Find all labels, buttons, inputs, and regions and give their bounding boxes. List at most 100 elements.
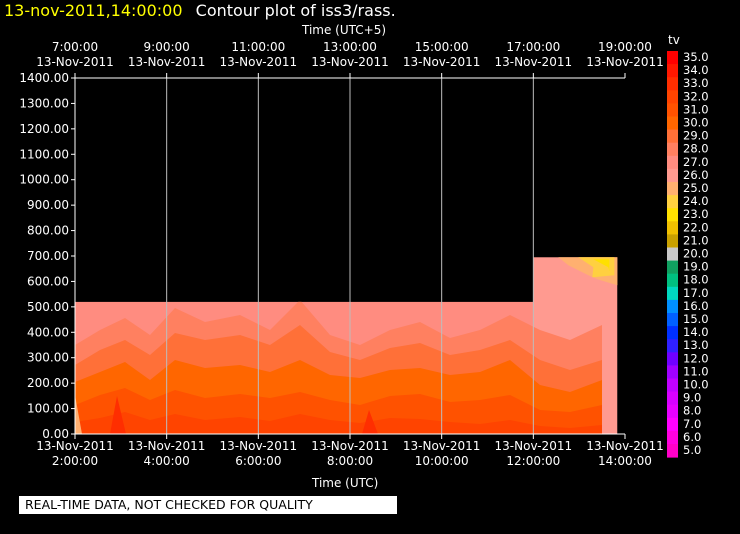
x-tick-time: 14:00:00	[598, 454, 652, 468]
colorbar-swatch	[667, 221, 678, 235]
top-tick-time: 15:00:00	[415, 40, 469, 54]
chart-title: Contour plot of iss3/rass.	[195, 1, 396, 20]
y-tick-label: 200.00	[27, 376, 69, 390]
x-tick-date: 13-Nov-2011	[403, 439, 481, 453]
colorbar-level: 14.0	[683, 325, 709, 339]
y-tick-label: 1100.00	[19, 147, 69, 161]
colorbar-level: 32.0	[683, 89, 709, 103]
y-tick-label: 100.00	[27, 402, 69, 416]
x-tick-date: 13-Nov-2011	[220, 439, 298, 453]
top-tick-date: 13-Nov-2011	[128, 55, 206, 69]
top-tick-time: 11:00:00	[231, 40, 285, 54]
y-tick-label: 400.00	[27, 325, 69, 339]
colorbar-level: 21.0	[683, 233, 709, 247]
plot-area	[75, 78, 625, 434]
colorbar-level: 30.0	[683, 116, 709, 130]
colorbar-swatch	[667, 286, 678, 301]
colorbar-level: 13.0	[683, 338, 709, 352]
y-tick-label: 1300.00	[19, 96, 69, 110]
colorbar-swatch	[667, 417, 678, 432]
y-tick-label: 0.00	[42, 427, 69, 441]
colorbar-level: 11.0	[683, 364, 709, 378]
colorbar-level: 10.0	[683, 378, 709, 392]
y-tick-label: 1000.00	[19, 173, 69, 187]
top-tick-date: 13-Nov-2011	[403, 55, 481, 69]
colorbar-level: 7.0	[683, 417, 701, 431]
colorbar-level: 16.0	[683, 299, 709, 313]
colorbar-level: 23.0	[683, 207, 709, 221]
x-tick-date: 13-Nov-2011	[311, 439, 389, 453]
colorbar-swatch	[667, 365, 678, 379]
colorbar-swatch	[667, 129, 678, 144]
colorbar: tv35.034.033.032.031.030.029.028.027.026…	[667, 33, 709, 458]
grid-lines	[166, 78, 534, 434]
colorbar-level: 15.0	[683, 312, 709, 326]
y-tick-label: 900.00	[27, 198, 69, 212]
colorbar-swatch	[667, 182, 678, 196]
colorbar-swatch	[667, 195, 678, 209]
colorbar-swatch	[667, 90, 678, 104]
colorbar-swatch	[667, 155, 678, 170]
top-axis-label: Time (UTC+5)	[302, 23, 387, 37]
y-tick-label: 700.00	[27, 249, 69, 263]
x-tick-date: 13-Nov-2011	[495, 439, 573, 453]
chart-title-bar: 13-nov-2011,14:00:00 Contour plot of iss…	[4, 1, 396, 20]
colorbar-swatch	[667, 391, 678, 406]
no-data-region-top	[75, 78, 534, 302]
y-tick-label: 1200.00	[19, 122, 69, 136]
colorbar-swatch	[667, 234, 678, 248]
x-tick-time: 6:00:00	[235, 454, 281, 468]
colorbar-swatch	[667, 168, 678, 183]
y-tick-label: 600.00	[27, 274, 69, 288]
x-axis-label: Time (UTC)	[312, 476, 379, 490]
colorbar-swatch	[667, 404, 678, 419]
colorbar-swatch	[667, 208, 678, 222]
contour-spike	[362, 410, 378, 434]
colorbar-label: tv	[668, 33, 680, 47]
colorbar-level: 24.0	[683, 194, 709, 208]
colorbar-level: 26.0	[683, 168, 709, 182]
colorbar-level: 33.0	[683, 76, 709, 90]
quality-banner: REAL-TIME DATA, NOT CHECKED FOR QUALITY	[19, 496, 397, 514]
x-tick-date: 13-Nov-2011	[128, 439, 206, 453]
colorbar-swatch	[667, 313, 678, 327]
axes: 0.00 100.00 200.00 300.00 400.00 500.00 600.00…	[19, 40, 663, 468]
colorbar-swatch	[667, 430, 678, 445]
colorbar-swatch	[667, 116, 678, 131]
x-tick-time: 10:00:00	[415, 454, 469, 468]
colorbar-level: 35.0	[683, 50, 709, 64]
colorbar-swatch	[667, 260, 678, 275]
x-tick-time: 4:00:00	[144, 454, 190, 468]
contour-spike	[110, 396, 126, 434]
contour-band-4	[75, 412, 602, 434]
colorbar-level: 12.0	[683, 351, 709, 365]
x-tick-date: 13-Nov-2011	[586, 439, 664, 453]
colorbar-level: 25.0	[683, 181, 709, 195]
colorbar-swatch	[667, 142, 678, 157]
top-tick-date: 13-Nov-2011	[36, 55, 114, 69]
contour-peak-patch	[593, 259, 610, 272]
x-tick-date: 13-Nov-2011	[36, 439, 114, 453]
colorbar-swatch	[667, 326, 678, 340]
contour-edge	[75, 395, 82, 434]
colorbar-level: 6.0	[683, 430, 701, 444]
colorbar-level: 8.0	[683, 404, 701, 418]
colorbar-swatch	[667, 299, 678, 314]
colorbar-swatch	[667, 64, 678, 78]
top-tick-date: 13-Nov-2011	[586, 55, 664, 69]
y-tick-label: 300.00	[27, 351, 69, 365]
top-tick-time: 13:00:00	[323, 40, 377, 54]
colorbar-swatch	[667, 51, 678, 65]
colorbar-swatch	[667, 339, 678, 353]
colorbar-level: 17.0	[683, 286, 709, 300]
colorbar-level: 18.0	[683, 273, 709, 287]
top-tick-date: 13-Nov-2011	[495, 55, 573, 69]
y-tick-label: 800.00	[27, 224, 69, 238]
y-tick-label: 500.00	[27, 300, 69, 314]
colorbar-swatch	[667, 352, 678, 366]
colorbar-swatch	[667, 247, 678, 262]
colorbar-level: 19.0	[683, 260, 709, 274]
colorbar-swatch	[667, 378, 678, 393]
y-tick-label: 1400.00	[19, 71, 69, 85]
